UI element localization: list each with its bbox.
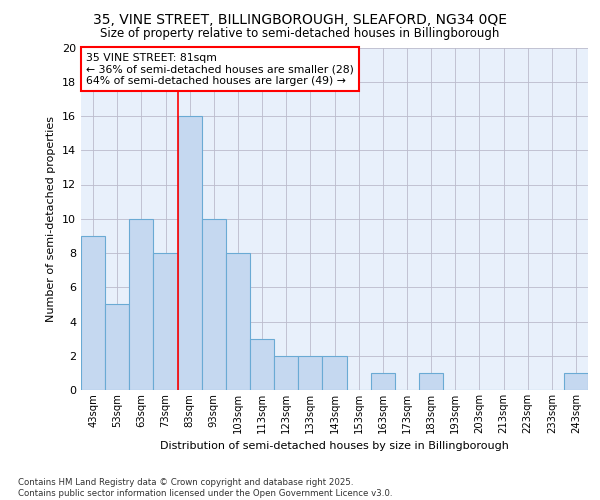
Bar <box>322 356 347 390</box>
Bar <box>564 373 588 390</box>
Bar <box>274 356 298 390</box>
Y-axis label: Number of semi-detached properties: Number of semi-detached properties <box>46 116 56 322</box>
Bar <box>419 373 443 390</box>
Bar <box>371 373 395 390</box>
Bar <box>105 304 129 390</box>
Bar <box>81 236 105 390</box>
Text: Size of property relative to semi-detached houses in Billingborough: Size of property relative to semi-detach… <box>100 28 500 40</box>
Bar <box>298 356 322 390</box>
Bar <box>226 253 250 390</box>
Text: 35, VINE STREET, BILLINGBOROUGH, SLEAFORD, NG34 0QE: 35, VINE STREET, BILLINGBOROUGH, SLEAFOR… <box>93 12 507 26</box>
Bar <box>154 253 178 390</box>
Bar <box>202 219 226 390</box>
Text: 35 VINE STREET: 81sqm
← 36% of semi-detached houses are smaller (28)
64% of semi: 35 VINE STREET: 81sqm ← 36% of semi-deta… <box>86 52 354 86</box>
Bar <box>178 116 202 390</box>
Text: Contains HM Land Registry data © Crown copyright and database right 2025.
Contai: Contains HM Land Registry data © Crown c… <box>18 478 392 498</box>
Bar <box>250 338 274 390</box>
X-axis label: Distribution of semi-detached houses by size in Billingborough: Distribution of semi-detached houses by … <box>160 442 509 452</box>
Bar <box>129 219 154 390</box>
